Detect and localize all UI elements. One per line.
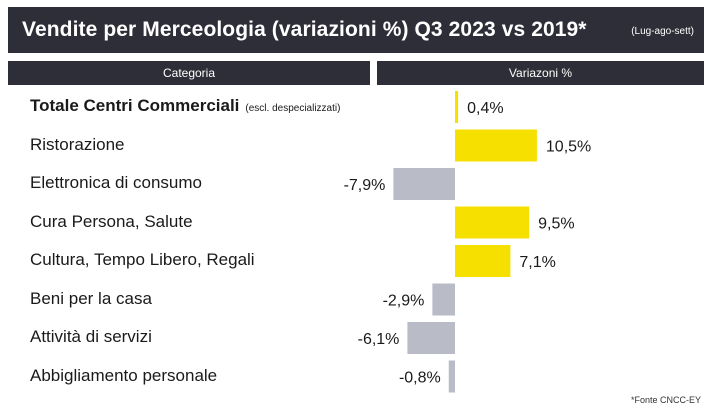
header-variation: Variazoni % xyxy=(377,61,704,85)
category-label: Ristorazione xyxy=(30,135,125,155)
bar xyxy=(432,283,455,316)
value-label: -6,1% xyxy=(358,331,400,348)
category-label: Attività di servizi xyxy=(30,327,152,347)
source-footnote: *Fonte CNCC-EY xyxy=(630,395,701,405)
category-label: Totale Centri Commerciali (escl. despecia… xyxy=(30,96,340,116)
bar xyxy=(407,322,455,354)
bar xyxy=(455,129,537,162)
chart-title: Vendite per Merceologia (variazioni %) Q… xyxy=(22,18,587,41)
category-name: Cura Persona, Salute xyxy=(30,211,193,231)
value-label: 7,1% xyxy=(519,254,555,271)
category-name: Beni per la casa xyxy=(30,288,152,308)
category-name: Elettronica di consumo xyxy=(30,173,202,192)
category-note: (escl. despecializzati) xyxy=(245,103,341,114)
chart-title-bar: Vendite per Merceologia (variazioni %) Q… xyxy=(8,7,704,53)
category-label: Beni per la casa xyxy=(30,289,152,309)
value-label: 10,5% xyxy=(546,139,591,156)
value-label: -7,9% xyxy=(344,177,386,194)
category-name: Cultura, Tempo Libero, Regali xyxy=(30,250,255,269)
title-period-note: (Lug-ago-sett) xyxy=(631,25,694,37)
bar xyxy=(393,168,455,200)
value-label: 0,4% xyxy=(467,100,503,117)
category-label: Cultura, Tempo Libero, Regali xyxy=(30,250,255,270)
value-label: -2,9% xyxy=(383,293,425,310)
bar xyxy=(455,206,530,239)
category-label: Elettronica di consumo xyxy=(30,173,202,193)
value-label: -0,8% xyxy=(399,370,441,387)
bar xyxy=(455,245,511,277)
category-label: Cura Persona, Salute xyxy=(30,212,193,232)
category-label: Abbigliamento personale xyxy=(30,366,217,386)
bar xyxy=(448,360,455,393)
header-category: Categoria xyxy=(8,61,370,85)
value-label: 9,5% xyxy=(538,216,574,233)
category-name: Totale Centri Commerciali xyxy=(30,96,240,115)
bar xyxy=(455,91,459,123)
category-name: Attività di servizi xyxy=(30,327,152,346)
category-name: Ristorazione xyxy=(30,134,125,154)
category-name: Abbigliamento personale xyxy=(30,365,218,385)
